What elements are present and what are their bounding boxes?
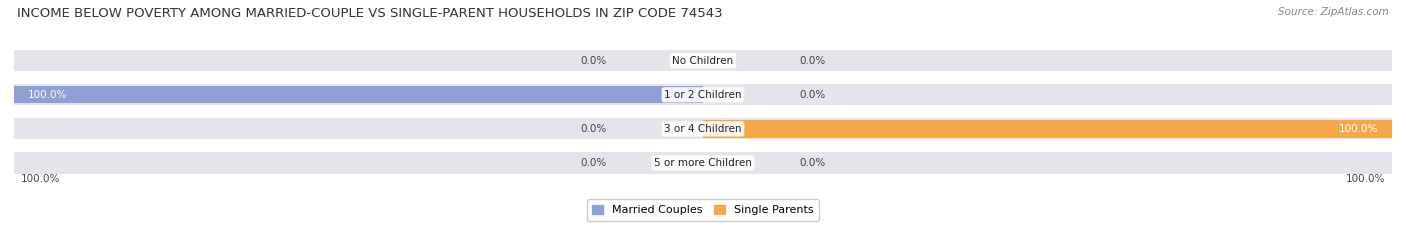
Bar [703,50,1392,71]
Text: Source: ZipAtlas.com: Source: ZipAtlas.com [1278,7,1389,17]
Bar [703,84,1392,105]
Text: 0.0%: 0.0% [581,56,606,66]
Bar [14,50,703,71]
Legend: Married Couples, Single Parents: Married Couples, Single Parents [586,199,820,221]
Text: No Children: No Children [672,56,734,66]
Text: 3 or 4 Children: 3 or 4 Children [664,124,742,134]
Bar [14,86,703,103]
Bar [703,120,1392,137]
Text: 100.0%: 100.0% [1346,174,1385,184]
Text: 0.0%: 0.0% [800,158,825,168]
Bar [703,152,1392,174]
Text: 100.0%: 100.0% [21,174,60,184]
Bar [703,118,1392,140]
Text: 1 or 2 Children: 1 or 2 Children [664,90,742,100]
Bar [14,118,703,140]
Text: 0.0%: 0.0% [581,124,606,134]
Text: INCOME BELOW POVERTY AMONG MARRIED-COUPLE VS SINGLE-PARENT HOUSEHOLDS IN ZIP COD: INCOME BELOW POVERTY AMONG MARRIED-COUPL… [17,7,723,20]
Text: 100.0%: 100.0% [1339,124,1378,134]
Bar [14,152,703,174]
Text: 100.0%: 100.0% [28,90,67,100]
Text: 0.0%: 0.0% [800,90,825,100]
Text: 0.0%: 0.0% [800,56,825,66]
Text: 5 or more Children: 5 or more Children [654,158,752,168]
Text: 0.0%: 0.0% [581,158,606,168]
Bar [14,84,703,105]
